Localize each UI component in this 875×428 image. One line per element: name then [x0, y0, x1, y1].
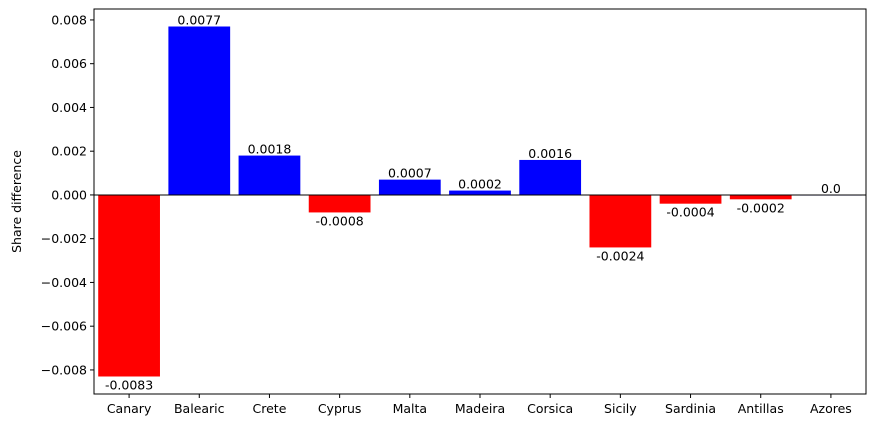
- data-label-balearic: 0.0077: [177, 13, 221, 28]
- y-tick-label: 0.006: [51, 56, 87, 71]
- y-tick-label: −0.004: [41, 275, 87, 290]
- data-label-azores: 0.0: [821, 181, 841, 196]
- y-tick-label: −0.008: [41, 362, 87, 377]
- x-tick-label-crete: Crete: [253, 401, 287, 416]
- y-tick-label: 0.004: [51, 100, 87, 115]
- bars-group: [98, 26, 862, 377]
- y-axis-label: Share difference: [9, 150, 24, 253]
- data-label-crete: 0.0018: [248, 142, 292, 157]
- x-tick-label-azores: Azores: [810, 401, 852, 416]
- data-label-malta: 0.0007: [388, 166, 432, 181]
- data-label-sardinia: -0.0004: [666, 205, 714, 220]
- y-tick-label: 0.000: [51, 187, 87, 202]
- data-label-corsica: 0.0016: [528, 146, 572, 161]
- x-axis: Canary Balearic Crete Cyprus Malta Madeira Cor…: [107, 394, 852, 416]
- bar-canary: [98, 194, 160, 377]
- bar-crete: [238, 155, 301, 195]
- x-tick-label-madeira: Madeira: [455, 401, 505, 416]
- data-label-sicily: -0.0024: [596, 248, 644, 263]
- x-tick-label-corsica: Corsica: [527, 401, 573, 416]
- x-tick-label-canary: Canary: [107, 401, 152, 416]
- bar-sardinia: [659, 194, 722, 204]
- bar-sicily: [589, 194, 652, 248]
- x-tick-label-malta: Malta: [393, 401, 427, 416]
- bar-cyprus: [308, 194, 371, 213]
- y-axis: −0.008 −0.006 −0.004 −0.002 0.000 0.002 0.004 0…: [41, 12, 94, 377]
- y-tick-label: −0.006: [41, 319, 87, 334]
- data-label-cyprus: -0.0008: [316, 213, 364, 228]
- bar-antillas: [729, 194, 792, 200]
- x-tick-label-cyprus: Cyprus: [318, 401, 362, 416]
- y-tick-label: 0.002: [51, 144, 87, 159]
- x-tick-label-balearic: Balearic: [174, 401, 225, 416]
- bar-balearic: [168, 26, 231, 195]
- x-tick-label-sardinia: Sardinia: [665, 401, 716, 416]
- data-labels-group: -0.0083 0.0077 0.0018 -0.0008 0.0007 0.0002 0.…: [105, 13, 841, 393]
- bar-corsica: [519, 159, 582, 195]
- data-label-canary: -0.0083: [105, 378, 153, 393]
- data-label-madeira: 0.0002: [458, 177, 502, 192]
- x-tick-label-antillas: Antillas: [738, 401, 784, 416]
- bar-malta: [378, 179, 441, 195]
- data-label-antillas: -0.0002: [737, 200, 785, 215]
- y-tick-label: −0.002: [41, 231, 87, 246]
- x-tick-label-sicily: Sicily: [604, 401, 637, 416]
- bar-madeira: [449, 190, 511, 195]
- y-tick-label: 0.008: [51, 12, 87, 27]
